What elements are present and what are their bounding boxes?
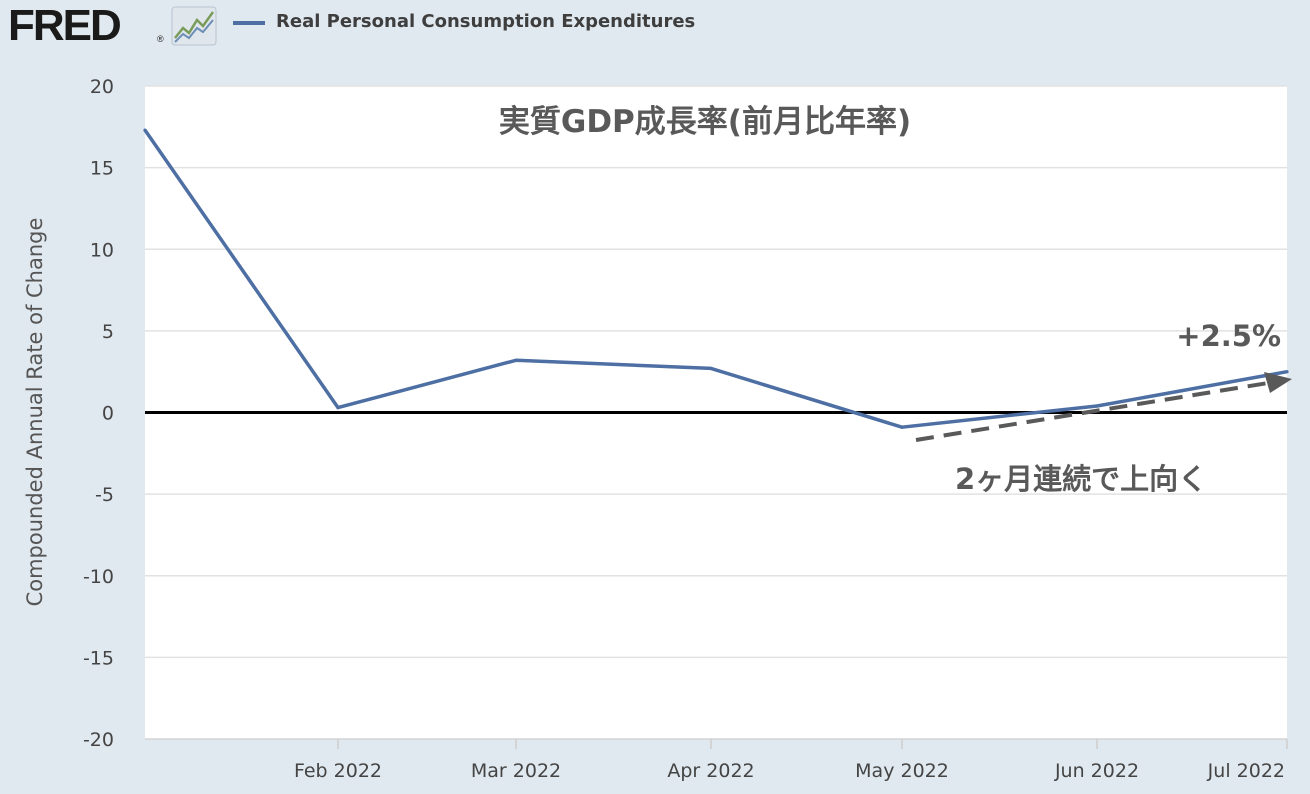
chart-line-icon [171,6,217,51]
x-axis-ticks: Feb 2022 Mar 2022 Apr 2022 May 2022 Jun 2022… [145,738,1288,782]
trend-annotation: 2ヶ月連続で上向く [955,462,1207,496]
y-tick-label: 10 [90,239,114,261]
fred-logo: FRED [8,1,122,50]
x-tick-label: Apr 2022 [667,760,754,782]
y-tick-label: 15 [90,158,114,180]
data-point [1095,404,1099,408]
y-tick-label: -20 [83,729,114,751]
registered-mark: ® [157,34,164,44]
value-annotation: +2.5% [1176,319,1281,353]
x-tick-label: May 2022 [855,760,949,782]
trend-arrow-shaft [915,381,1269,442]
x-tick-label: Jun 2022 [1054,760,1139,782]
x-tick-label: Feb 2022 [294,760,382,782]
y-tick-label: 20 [90,76,114,98]
x-tick-label: Mar 2022 [471,760,561,782]
legend-label[interactable]: Real Personal Consumption Expenditures [276,11,696,32]
x-tick-label: Jul 2022 [1207,760,1285,782]
trend-arrow-head [1264,372,1292,393]
data-point [900,425,904,429]
legend-line-swatch [233,21,265,25]
y-tick-label: 5 [102,321,114,343]
chart-title: 実質GDP成長率(前月比年率) [499,104,911,140]
data-point [514,358,518,362]
y-tick-label: -10 [83,566,114,588]
data-point [709,366,713,371]
chart-header: FRED ® Real Personal Consumption Expendi… [0,0,1310,50]
y-tick-label: 0 [102,403,114,425]
y-axis-tick-labels: 20 15 10 5 0 -5 -10 -15 -20 [83,76,114,751]
y-tick-label: -15 [83,647,114,669]
data-point [143,128,147,132]
data-point [1285,370,1289,374]
y-tick-label: -5 [95,484,114,506]
y-axis-label: Compounded Annual Rate of Change [23,218,47,607]
data-point [336,406,340,410]
